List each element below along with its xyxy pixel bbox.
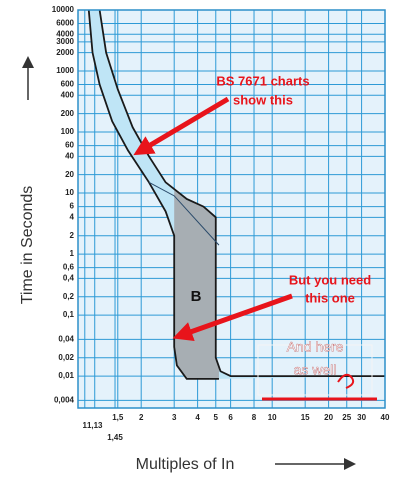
y-tick-label: 0,04 xyxy=(58,334,74,343)
y-tick-label: 3000 xyxy=(56,37,74,46)
y-axis-label: Time in Seconds xyxy=(19,186,36,305)
x-tick-label: 25 xyxy=(342,413,351,422)
y-tick-label: 2000 xyxy=(56,48,74,57)
y-tick-label: 4000 xyxy=(56,29,74,38)
x-axis-label: Multiples of In xyxy=(136,456,235,473)
band-label: B xyxy=(191,288,202,305)
x-tick-label: 3 xyxy=(172,413,177,422)
arrow xyxy=(172,293,293,342)
y-tick-label: 10 xyxy=(65,188,74,197)
curve xyxy=(87,9,219,380)
plot-frame xyxy=(77,9,386,409)
x-tick-label: 1 xyxy=(83,421,88,430)
annotation: this one xyxy=(305,290,355,305)
curve xyxy=(148,181,220,246)
arrow xyxy=(133,96,230,156)
curve xyxy=(98,9,385,377)
x-tick-label: 20 xyxy=(324,413,333,422)
x-tick-label: 1,13 xyxy=(87,421,103,430)
annotation: BS 7671 charts xyxy=(216,73,309,88)
x-tick-label: 1,45 xyxy=(107,433,123,442)
y-tick-label: 20 xyxy=(65,170,74,179)
y-tick-label: 200 xyxy=(61,109,75,118)
plot-background xyxy=(78,10,385,408)
x-tick-label: 10 xyxy=(268,413,277,422)
y-tick-label: 2 xyxy=(70,231,75,240)
x-tick-label: 8 xyxy=(252,413,257,422)
annotation: And here xyxy=(287,339,344,355)
y-tick-label: 4 xyxy=(70,212,75,221)
y-tick-label: 400 xyxy=(61,90,75,99)
x-tick-label: 1,5 xyxy=(112,413,124,422)
y-tick-label: 60 xyxy=(65,141,74,150)
y-tick-label: 100 xyxy=(61,127,75,136)
x-tick-label: 6 xyxy=(228,413,233,422)
y-tick-label: 0,004 xyxy=(54,395,75,404)
y-tick-label: 0,1 xyxy=(63,310,75,319)
y-tick-label: 1000 xyxy=(56,66,74,75)
annotation: But you need xyxy=(289,272,371,287)
y-tick-label: 0,4 xyxy=(63,273,75,282)
y-tick-label: 0,01 xyxy=(58,371,74,380)
y-tick-label: 0,02 xyxy=(58,353,74,362)
x-tick-label: 4 xyxy=(195,413,200,422)
x-tick-label: 40 xyxy=(381,413,390,422)
note-box xyxy=(257,344,373,396)
y-tick-label: 600 xyxy=(61,80,75,89)
y-tick-label: 6000 xyxy=(56,19,74,28)
squiggle xyxy=(337,373,355,389)
y-tick-label: 0,2 xyxy=(63,292,75,301)
x-tick-label: 2 xyxy=(139,413,144,422)
y-tick-label: 40 xyxy=(65,151,74,160)
y-tick-label: 0,6 xyxy=(63,263,75,272)
x-tick-label: 15 xyxy=(301,413,310,422)
x-tick-label: 30 xyxy=(357,413,366,422)
y-tick-label: 6 xyxy=(70,202,75,211)
annotation: as well xyxy=(294,362,337,378)
x-tick-label: 5 xyxy=(214,413,219,422)
annotation: show this xyxy=(233,92,293,107)
y-tick-label: 10000 xyxy=(52,5,75,14)
y-tick-label: 1 xyxy=(70,249,75,258)
